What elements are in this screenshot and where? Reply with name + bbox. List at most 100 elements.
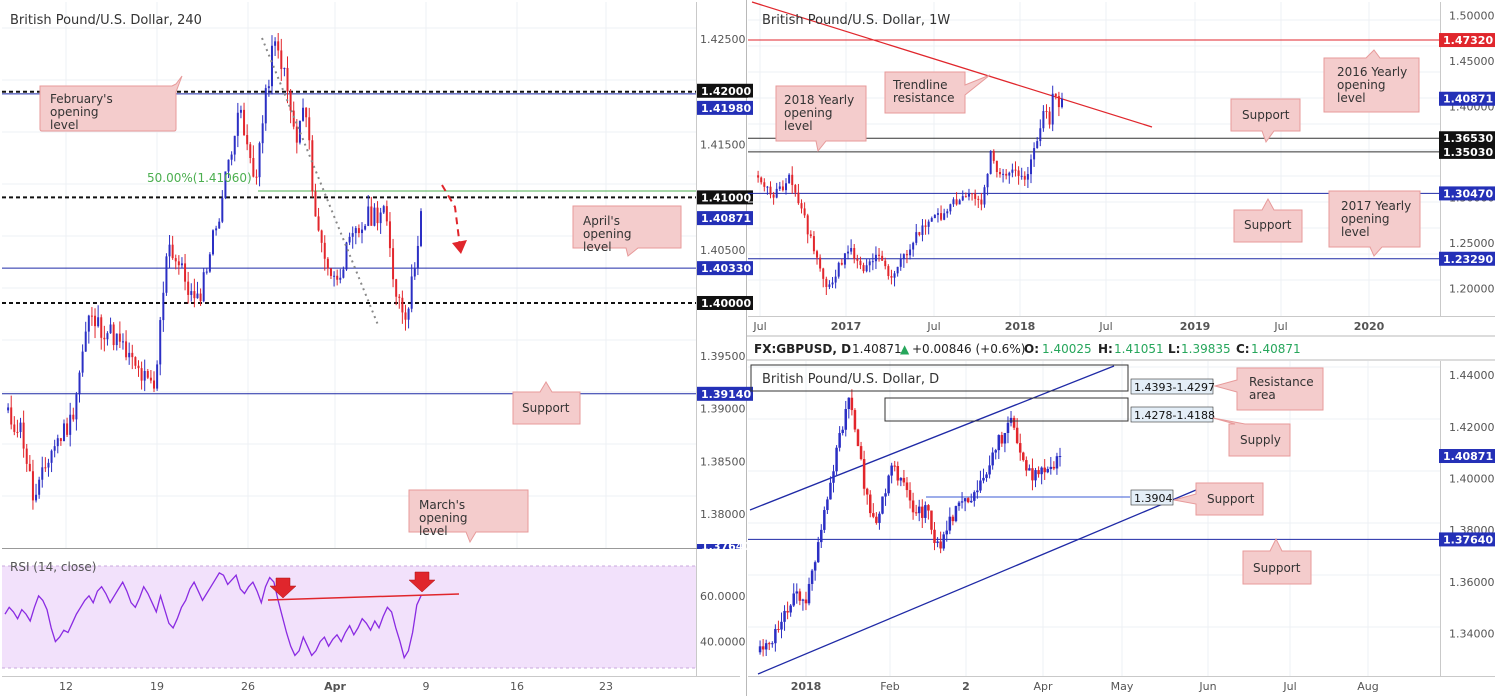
axis-tick-label: 1.40500 — [700, 244, 746, 257]
candle-body — [224, 171, 227, 198]
price-tag-text: 1.37640 — [1443, 533, 1493, 546]
level-label-support — [1130, 489, 1174, 506]
candle-body — [277, 41, 280, 51]
candle-body — [939, 541, 942, 549]
candle-body — [314, 191, 317, 217]
candle-body — [258, 143, 261, 178]
candle-body — [890, 465, 893, 476]
candle-body — [893, 273, 896, 278]
candle-body — [212, 230, 214, 255]
candle-body — [803, 208, 806, 216]
callout-text: 2017 Yearly opening level — [1341, 199, 1411, 239]
candle-body — [908, 490, 912, 501]
candle-body — [881, 496, 884, 514]
candle-body — [896, 465, 900, 481]
candle-body — [936, 541, 939, 544]
axis-tick-label: 1.50000 — [1449, 10, 1495, 23]
candle-body — [367, 206, 370, 226]
candle-body — [862, 459, 866, 489]
candle-body — [761, 646, 765, 650]
candle-body — [109, 324, 112, 334]
candle-body — [1015, 427, 1019, 444]
zone-label-text: 1.4393-1.4297 — [1134, 381, 1215, 394]
candle-body — [856, 429, 860, 447]
candle-body — [239, 109, 242, 113]
candle-body — [140, 368, 143, 381]
candle-body — [933, 214, 936, 219]
candle-body — [376, 207, 379, 224]
callout-text: Support — [1207, 492, 1255, 506]
candle-body — [392, 248, 395, 280]
callout-text: Supply — [1240, 433, 1281, 447]
chart-daily-panel[interactable]: 1.4393-1.4297 1.4278-1.4188 1.3904 Briti… — [748, 361, 1495, 693]
x-tick-label: 16 — [510, 680, 524, 693]
candle-body — [820, 529, 823, 543]
candle-body — [936, 213, 939, 215]
candle-body — [53, 446, 56, 451]
candle-body — [81, 351, 84, 373]
callout-2016-yearly: 2016 Yearly opening level — [1323, 49, 1420, 113]
price-tag — [1439, 33, 1495, 48]
candle-body — [177, 261, 180, 266]
price-tag-text: 1.47320 — [1443, 34, 1493, 47]
candle-body — [370, 206, 373, 226]
candle-body — [1054, 93, 1057, 97]
candle-body — [128, 352, 131, 358]
candle-body — [757, 175, 760, 178]
candle-body — [868, 494, 872, 514]
axis-tick-label: 1.45000 — [1449, 55, 1495, 68]
candle-body — [1028, 468, 1031, 471]
chart-4h-panel[interactable]: British Pound/U.S. Dollar, 240 50.00%(1.… — [2, 2, 753, 693]
axis-tick-label: 1.36000 — [1449, 576, 1495, 589]
candle-body — [1003, 433, 1007, 444]
candle-body — [1023, 175, 1026, 180]
candle-body — [933, 529, 936, 544]
candle-body — [50, 450, 53, 463]
candle-body — [810, 570, 814, 584]
candle-body — [963, 498, 967, 502]
candle-body — [193, 291, 196, 299]
candle-body — [317, 216, 320, 231]
candle-body — [1011, 169, 1014, 173]
candle-body — [1036, 141, 1039, 149]
candle-body — [893, 465, 896, 467]
candle-body — [988, 465, 991, 475]
candle-body — [856, 258, 859, 261]
symbol-name: FX:GBPUSD, D — [754, 342, 851, 356]
candle-body — [44, 467, 47, 469]
candle-body — [834, 276, 837, 283]
candle-body — [915, 232, 918, 243]
candle-body — [84, 331, 87, 352]
symbol-info-bar: FX:GBPUSD, D 1.40871 ▲ +0.00846 (+0.6%) … — [754, 342, 1301, 356]
axis-tick-label: 1.25000 — [1449, 237, 1495, 250]
candle-body — [149, 377, 152, 381]
candle-body — [19, 422, 22, 433]
candle-body — [168, 244, 171, 257]
candle-body — [994, 450, 997, 453]
candle-body — [286, 67, 289, 92]
candle-body — [261, 123, 264, 144]
x-tick-label: Apr — [324, 680, 346, 693]
candle-body — [838, 433, 841, 448]
candle-body — [905, 254, 908, 256]
candle-body — [961, 196, 964, 201]
price-tag-text: 1.41980 — [701, 102, 751, 115]
candle-body — [850, 248, 853, 252]
candle-body — [100, 317, 103, 338]
candle-body — [912, 242, 915, 250]
candle-body — [323, 242, 326, 259]
candle-body — [1048, 111, 1051, 125]
axis-tick-label: 1.40000 — [1449, 472, 1495, 485]
candle-body — [902, 477, 906, 483]
chart-weekly-panel[interactable]: British Pound/U.S. Dollar, 1W Trendline r… — [748, 1, 1495, 333]
callout-text: 2018 Yearly opening level — [784, 93, 854, 133]
candle-body — [822, 268, 825, 279]
candle-body — [382, 206, 385, 213]
candle-body — [764, 643, 768, 650]
callout-text: March's opening level — [419, 498, 468, 538]
candle-body — [1039, 128, 1042, 142]
candle-body — [942, 534, 945, 549]
chart-title-daily: British Pound/U.S. Dollar, D — [762, 372, 939, 387]
candle-body — [199, 293, 202, 302]
